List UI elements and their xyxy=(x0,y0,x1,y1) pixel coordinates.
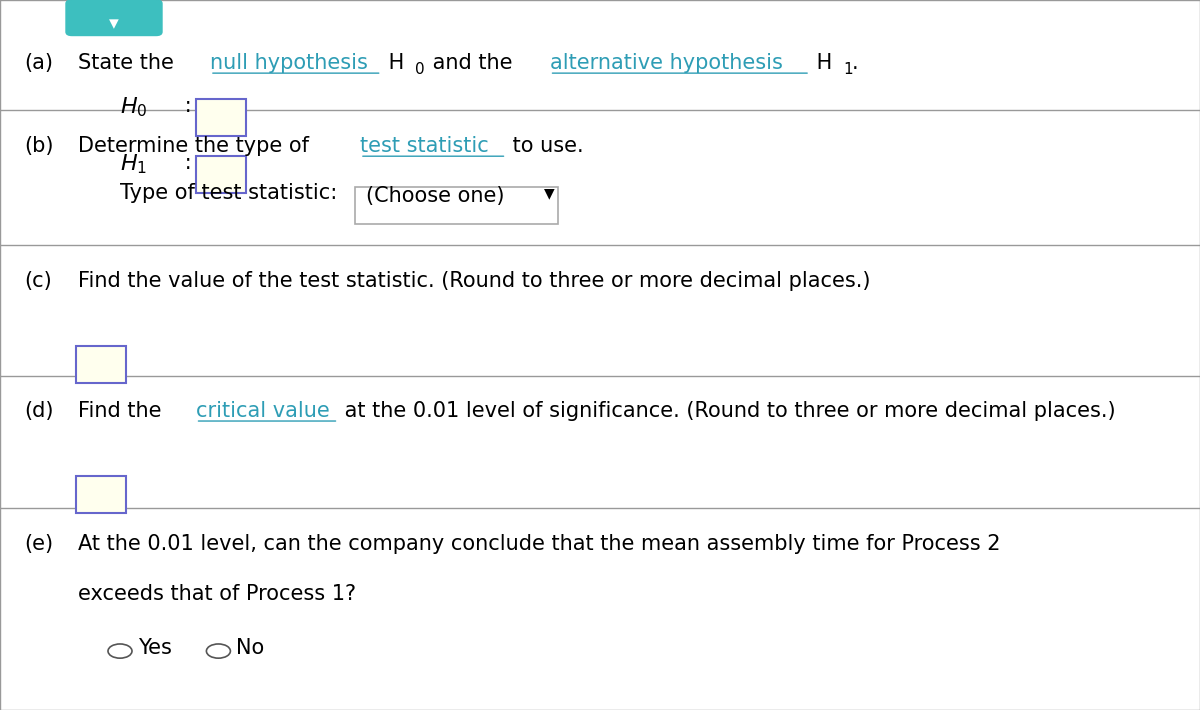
FancyBboxPatch shape xyxy=(196,99,246,136)
Text: to use.: to use. xyxy=(506,136,584,156)
Text: $H_1$: $H_1$ xyxy=(120,153,148,176)
Text: (a): (a) xyxy=(24,53,53,73)
Text: At the 0.01 level, can the company conclude that the mean assembly time for Proc: At the 0.01 level, can the company concl… xyxy=(78,534,1001,554)
Text: No: No xyxy=(236,638,265,657)
Text: ▾: ▾ xyxy=(109,14,119,33)
FancyBboxPatch shape xyxy=(76,476,126,513)
Text: critical value: critical value xyxy=(196,401,329,421)
Text: .: . xyxy=(852,53,859,73)
Text: H: H xyxy=(382,53,404,73)
Text: at the 0.01 level of significance. (Round to three or more decimal places.): at the 0.01 level of significance. (Roun… xyxy=(338,401,1116,421)
Text: (Choose one): (Choose one) xyxy=(366,186,504,206)
Text: (d): (d) xyxy=(24,401,54,421)
Text: Type of test statistic:: Type of test statistic: xyxy=(120,183,337,203)
Text: Yes: Yes xyxy=(138,638,172,657)
Text: :: : xyxy=(178,153,198,173)
Text: (e): (e) xyxy=(24,534,53,554)
Text: Determine the type of: Determine the type of xyxy=(78,136,316,156)
Text: :: : xyxy=(178,96,198,116)
Text: (b): (b) xyxy=(24,136,54,156)
Text: 1: 1 xyxy=(844,62,853,77)
Text: Find the: Find the xyxy=(78,401,168,421)
Text: 0: 0 xyxy=(415,62,425,77)
Text: (c): (c) xyxy=(24,271,52,291)
Text: exceeds that of Process 1?: exceeds that of Process 1? xyxy=(78,584,356,604)
FancyBboxPatch shape xyxy=(196,156,246,193)
Text: H: H xyxy=(810,53,833,73)
Text: test statistic: test statistic xyxy=(360,136,488,156)
FancyBboxPatch shape xyxy=(66,0,162,36)
Circle shape xyxy=(108,644,132,658)
FancyBboxPatch shape xyxy=(355,187,558,224)
Text: alternative hypothesis: alternative hypothesis xyxy=(550,53,782,73)
Text: null hypothesis: null hypothesis xyxy=(210,53,368,73)
FancyBboxPatch shape xyxy=(76,346,126,383)
Text: ▼: ▼ xyxy=(544,186,554,200)
Text: and the: and the xyxy=(426,53,520,73)
Text: Find the value of the test statistic. (Round to three or more decimal places.): Find the value of the test statistic. (R… xyxy=(78,271,870,291)
Text: $H_0$: $H_0$ xyxy=(120,96,148,119)
Text: State the: State the xyxy=(78,53,180,73)
Circle shape xyxy=(206,644,230,658)
